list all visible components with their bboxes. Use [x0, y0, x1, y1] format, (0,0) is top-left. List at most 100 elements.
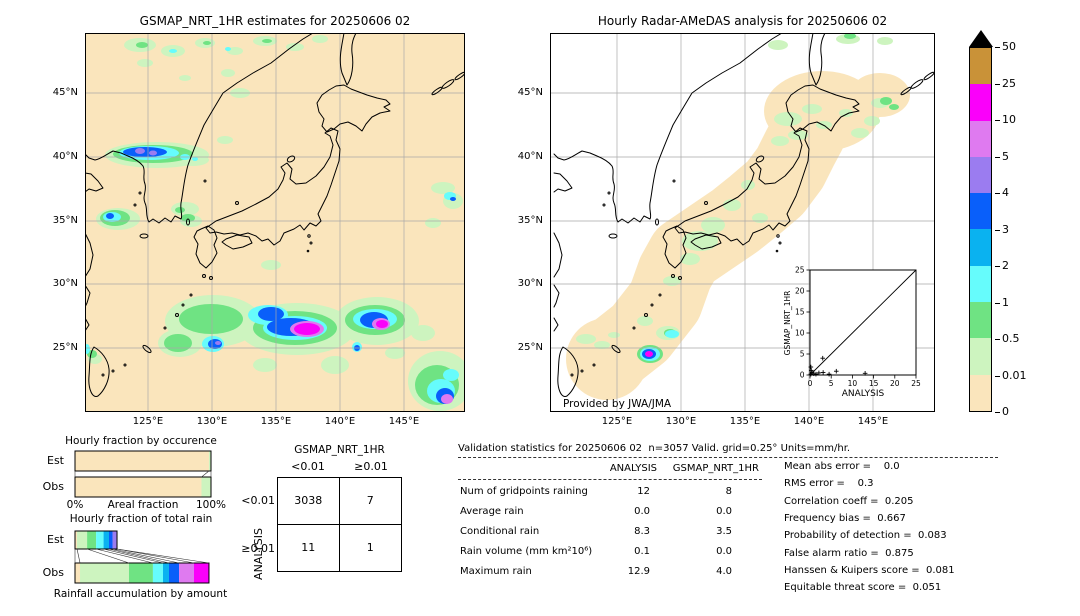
left-map-svg [84, 32, 472, 412]
colorbar-tick-label: 50 [1002, 40, 1016, 53]
colorbar-tick-label: 0.5 [1002, 332, 1020, 345]
contingency-cell-01: 7 [339, 478, 401, 525]
inset-xlabel: ANALYSIS [842, 389, 885, 399]
right-map-title: Hourly Radar-AMeDAS analysis for 2025060… [597, 14, 888, 28]
svg-text:25: 25 [795, 266, 805, 275]
left-map-xtick: 135°E [260, 416, 292, 427]
svg-text:0: 0 [808, 379, 813, 388]
contingency-col-label-ge: ≥0.01 [354, 460, 388, 473]
svg-text:10: 10 [848, 379, 858, 388]
left-map-ytick: 30°N [52, 278, 78, 289]
svg-text:20: 20 [890, 379, 900, 388]
colorbar-tick [995, 412, 1000, 413]
right-map-xtick: 130°E [665, 416, 697, 427]
right-map-ytick: 45°N [517, 87, 543, 98]
contingency-table: 3038 7 11 1 [277, 477, 402, 572]
colorbar-segment [970, 84, 991, 121]
colorbar-tick-label: 25 [1002, 76, 1016, 90]
left-map [84, 32, 472, 412]
stats-row-analysis-value: 8.3 [634, 526, 650, 537]
colorbar-tick-label: 10 [1002, 113, 1016, 126]
right-map-ytick: 35°N [517, 215, 543, 226]
left-map-xtick: 140°E [324, 416, 356, 427]
stats-row-gsmap-value: 4.0 [716, 566, 732, 577]
colorbar-tick [995, 266, 1000, 267]
stats-row-analysis-value: 12 [637, 486, 650, 497]
left-precip-layer [84, 35, 472, 411]
stats-score-line: False alarm ratio = 0.875 [784, 547, 914, 559]
right-map-ytick: 30°N [517, 278, 543, 289]
left-map-xtick: 125°E [132, 416, 164, 427]
stats-row-gsmap-value: 3.5 [716, 526, 732, 537]
inset-identity-line [809, 269, 917, 376]
colorbar-tick [995, 375, 1000, 377]
left-map-ytick: 45°N [52, 87, 78, 98]
colorbar-bar [969, 47, 992, 412]
stats-row-analysis-value: 12.9 [627, 566, 650, 577]
svg-text:5: 5 [829, 379, 834, 388]
colorbar-tick [995, 339, 1000, 340]
stats-col-analysis: ANALYSIS [609, 463, 657, 474]
svg-text:5: 5 [800, 350, 805, 359]
contingency-row-label-ge: ≥0.01 [241, 542, 275, 555]
stats-row-label: Rain volume (mm km²10⁶) [460, 546, 593, 557]
colorbar-tick [995, 193, 1000, 194]
left-map-title: GSMAP_NRT_1HR estimates for 20250606 02 [139, 14, 411, 28]
left-map-xtick: 130°E [196, 416, 228, 427]
colorbar-segment [970, 374, 991, 411]
contingency-col-label-lt: <0.01 [291, 460, 325, 473]
occurrence-xlabel: Areal fraction [107, 499, 179, 511]
colorbar-tick-label: 2 [1002, 259, 1009, 272]
left-map-border [85, 33, 465, 412]
stats-header-divider [458, 479, 762, 480]
svg-text:15: 15 [795, 308, 805, 317]
svg-text:10: 10 [795, 329, 805, 338]
left-map-ytick: 35°N [52, 215, 78, 226]
fraction-charts-svg [74, 450, 212, 584]
totalrain-caption: Rainfall accumulation by amount [53, 588, 228, 600]
colorbar-tick-label: 4 [1002, 186, 1009, 199]
colorbar-tick [995, 302, 1000, 304]
colorbar-tick [995, 47, 1000, 48]
right-map-xtick: 145°E [857, 416, 889, 427]
occurrence-chart-title: Hourly fraction by occurence [65, 435, 217, 447]
colorbar: 50 25 10 5 4 3 2 1 0.5 0.01 0 [958, 30, 1073, 430]
colorbar-segment [970, 156, 991, 194]
right-map-xtick: 140°E [793, 416, 825, 427]
right-map-border [550, 33, 935, 412]
inset-ticks: 00 5 5 10 10 15 15 20 20 25 25 [795, 266, 921, 388]
stats-row-label: Num of gridpoints raining [460, 486, 588, 497]
stats-row-gsmap-value: 0.0 [716, 506, 732, 517]
svg-text:0: 0 [800, 371, 805, 380]
svg-text:15: 15 [869, 379, 879, 388]
totalrain-chart-title: Hourly fraction of total rain [69, 513, 213, 525]
stats-score-line: Equitable threat score = 0.051 [784, 582, 942, 594]
right-map-svg: Provided by JWA/JMA 00 5 5 10 10 15 15 20 20 25 25… [550, 32, 936, 412]
left-map-background [85, 33, 465, 412]
colorbar-tick-label: 3 [1002, 222, 1009, 236]
stats-score-line: Probability of detection = 0.083 [784, 530, 947, 542]
occurrence-est-label: Est [47, 454, 64, 467]
contingency-col-title: GSMAP_NRT_1HR [294, 444, 385, 456]
stats-row-analysis-value: 0.1 [634, 546, 650, 557]
colorbar-segment [970, 338, 991, 375]
occurrence-obs-label: Obs [42, 480, 64, 493]
left-map-ytick: 25°N [52, 342, 78, 353]
credit-text: Provided by JWA/JMA [563, 398, 672, 410]
colorbar-overflow-triangle [969, 30, 993, 47]
right-map-ytick: 25°N [517, 342, 543, 353]
inset-scatter: 00 5 5 10 10 15 15 20 20 25 25 ANALYSIS GSMAP_NRT_… [783, 266, 921, 399]
right-map: Provided by JWA/JMA 0 0 5 5 10 10 15 15 20 20 25 25… [550, 32, 936, 412]
stats-score-line: Hanssen & Kuipers score = 0.081 [784, 564, 955, 576]
contingency-cell-10: 11 [278, 524, 340, 571]
colorbar-segment [970, 193, 991, 230]
stats-score-line: RMS error = 0.3 [784, 478, 874, 490]
contingency-cell-11: 1 [366, 541, 374, 555]
inset-ylabel: GSMAP_NRT_1HR [783, 291, 792, 356]
occurrence-xmin-label: 0% [66, 499, 84, 511]
colorbar-segment [970, 120, 991, 157]
fraction-charts [40, 432, 240, 612]
colorbar-segment [970, 265, 991, 303]
stats-row-gsmap-value: 0.0 [716, 546, 732, 557]
